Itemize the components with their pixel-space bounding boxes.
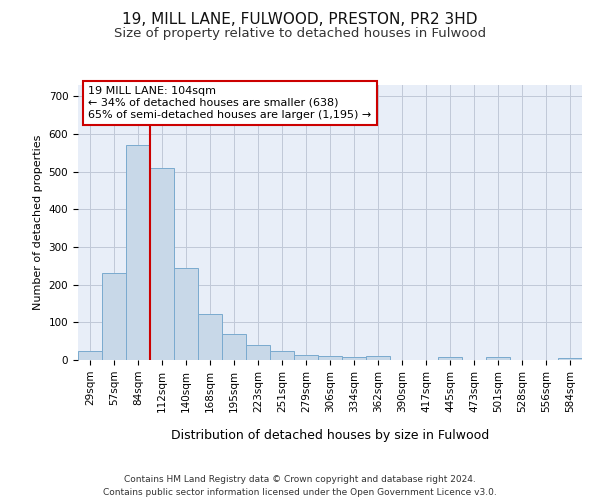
Bar: [366, 356, 390, 360]
Text: 19, MILL LANE, FULWOOD, PRESTON, PR2 3HD: 19, MILL LANE, FULWOOD, PRESTON, PR2 3HD: [122, 12, 478, 28]
Text: Size of property relative to detached houses in Fulwood: Size of property relative to detached ho…: [114, 28, 486, 40]
Bar: [318, 356, 342, 360]
Bar: [102, 274, 126, 360]
Text: Distribution of detached houses by size in Fulwood: Distribution of detached houses by size …: [171, 428, 489, 442]
Bar: [270, 350, 294, 360]
Text: Contains public sector information licensed under the Open Government Licence v3: Contains public sector information licen…: [103, 488, 497, 497]
Bar: [222, 334, 246, 360]
Bar: [126, 146, 150, 360]
Bar: [198, 314, 222, 360]
Bar: [78, 350, 102, 360]
Bar: [294, 355, 318, 360]
Bar: [342, 356, 366, 360]
Bar: [174, 268, 198, 360]
Bar: [558, 358, 582, 360]
Bar: [246, 345, 270, 360]
Y-axis label: Number of detached properties: Number of detached properties: [33, 135, 43, 310]
Bar: [486, 357, 510, 360]
Bar: [150, 168, 174, 360]
Bar: [438, 357, 462, 360]
Text: Contains HM Land Registry data © Crown copyright and database right 2024.: Contains HM Land Registry data © Crown c…: [124, 476, 476, 484]
Text: 19 MILL LANE: 104sqm
← 34% of detached houses are smaller (638)
65% of semi-deta: 19 MILL LANE: 104sqm ← 34% of detached h…: [88, 86, 371, 120]
